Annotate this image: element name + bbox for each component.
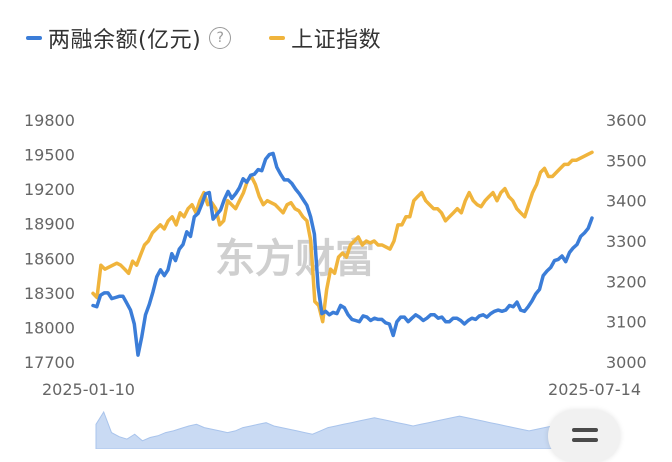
right-tick-label: 3000 [606,353,647,372]
legend-item-sse-index[interactable]: 上证指数 [269,22,381,54]
left-tick-label: 18000 [24,318,75,337]
navigator-area [95,410,561,449]
right-tick-label: 3300 [606,232,647,251]
x-end-date-label: 2025-07-14 [548,380,641,399]
left-tick-label: 18300 [24,284,75,303]
right-tick-label: 3400 [606,192,647,211]
legend-label-margin-balance: 两融余额(亿元) [48,28,202,53]
chart-canvas: 东方财富 19800 19500 19200 18900 18600 18300 18000… [24,111,647,449]
left-tick-label: 17700 [24,353,75,372]
right-axis: 3600 3500 3400 3300 3200 3100 3000 [606,111,647,372]
menu-bar-2 [572,438,598,442]
left-tick-label: 18600 [24,249,75,268]
menu-button[interactable] [548,410,620,462]
left-tick-label: 19500 [24,146,75,165]
chart-legend: 两融余额(亿元) ? 上证指数 [26,20,397,56]
right-tick-label: 3500 [606,151,647,170]
menu-bar-1 [572,428,598,432]
series-line-margin-balance [91,151,594,357]
x-start-date-label: 2025-01-10 [42,380,135,399]
left-axis: 19800 19500 19200 18900 18600 18300 18000 17700 [24,111,75,372]
right-tick-label: 3200 [606,272,647,291]
right-tick-label: 3100 [606,313,647,332]
legend-swatch-margin-balance [26,36,42,40]
right-tick-label: 3600 [606,111,647,130]
left-tick-label: 19800 [24,111,75,130]
series-line-sse-index [91,150,594,324]
question-circle-icon[interactable]: ? [209,27,232,49]
left-tick-label: 19200 [24,180,75,199]
legend-label-sse-index: 上证指数 [291,28,382,53]
watermark: 东方财富 [215,236,375,282]
legend-swatch-sse-index [269,36,286,40]
left-tick-label: 18900 [24,215,75,234]
series-layer [91,150,594,357]
legend-item-margin-balance[interactable]: 两融余额(亿元) ? [26,22,253,54]
range-navigator[interactable] [95,410,561,449]
